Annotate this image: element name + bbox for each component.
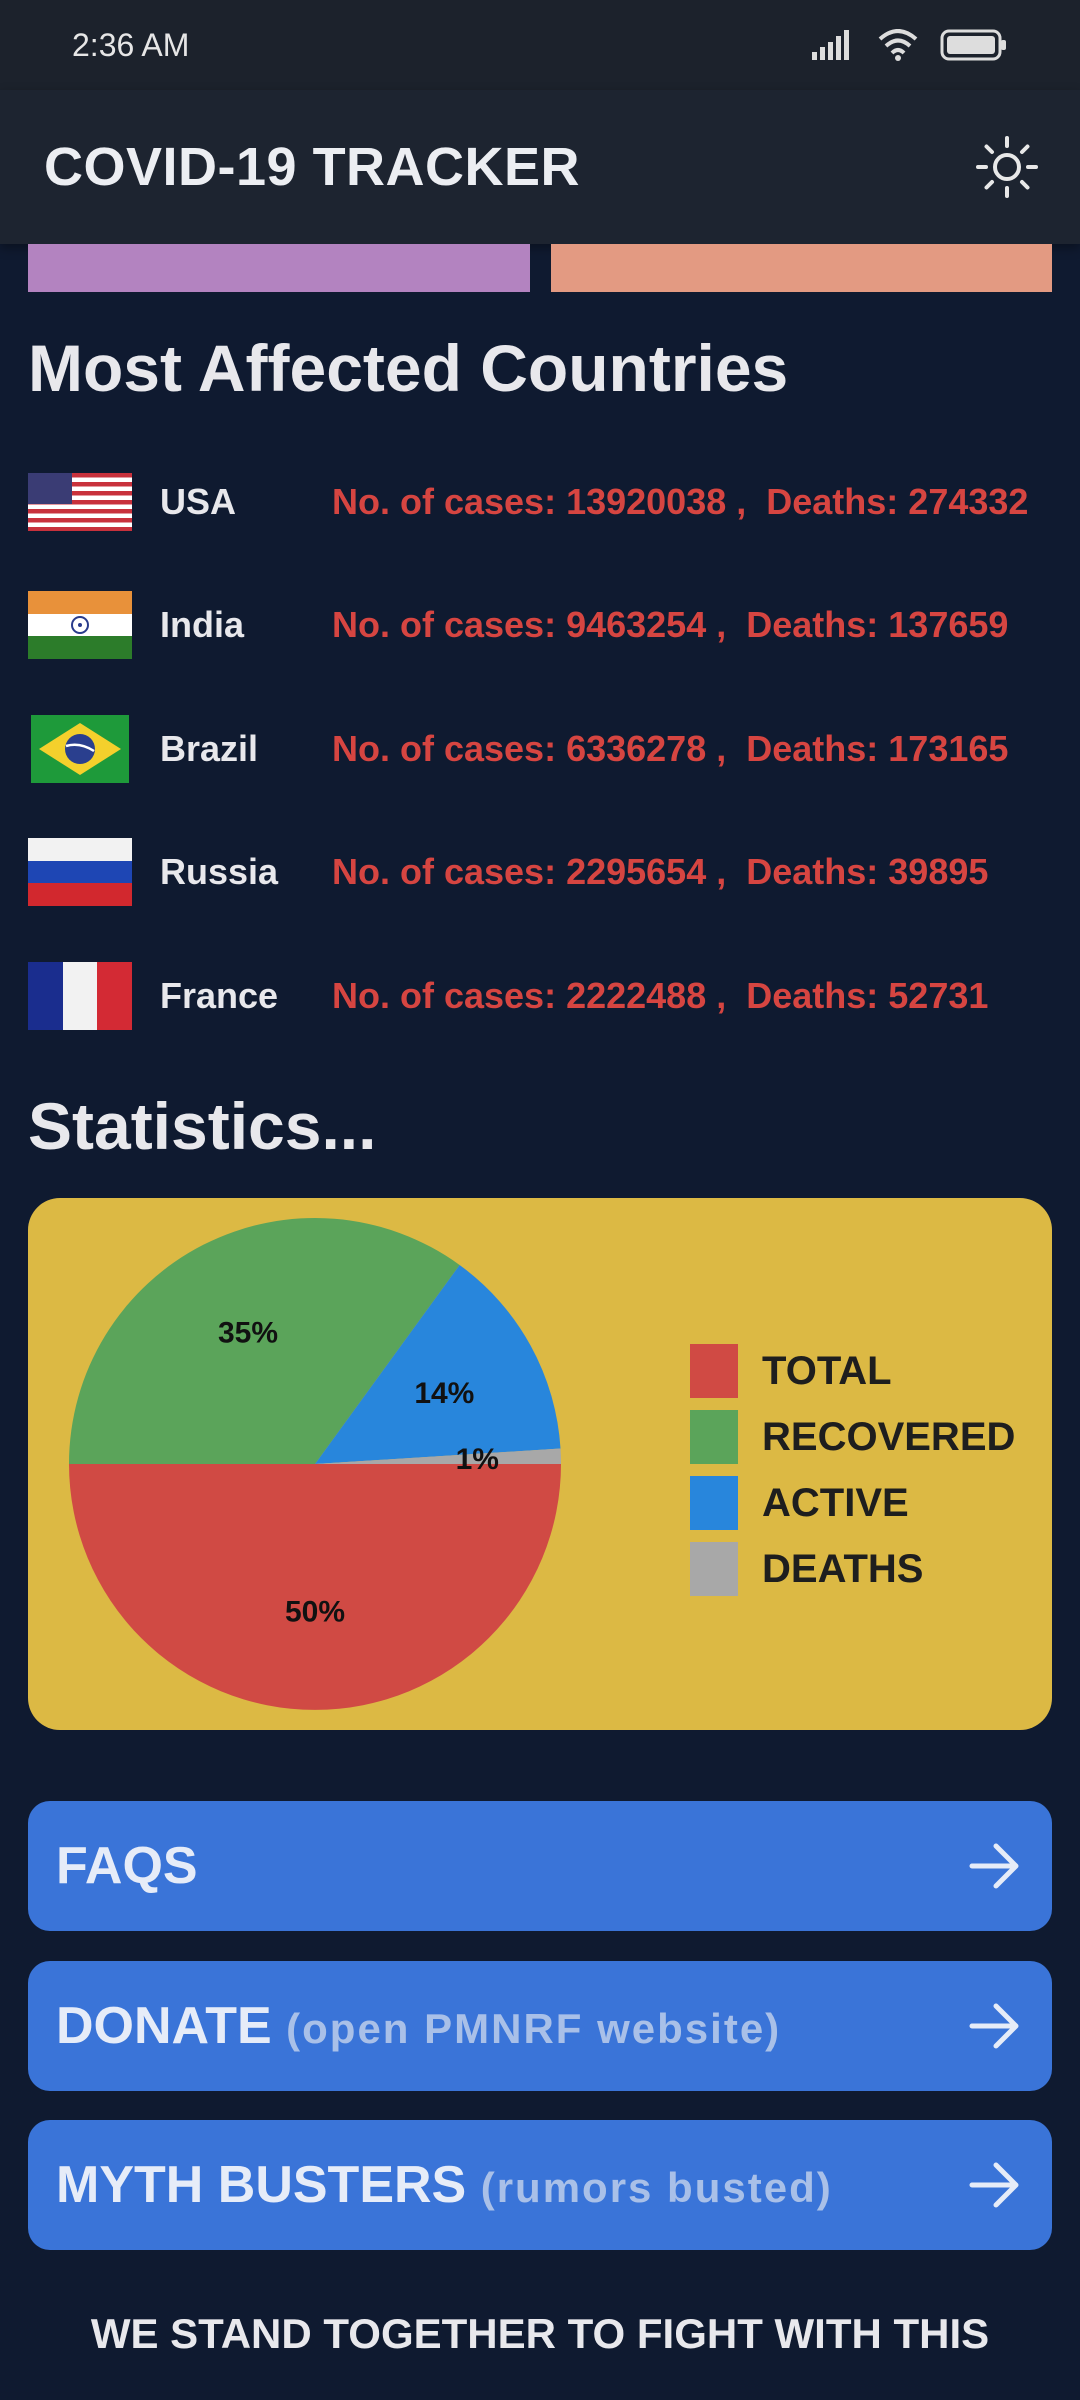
pie-label-recovered: 35% xyxy=(218,1316,278,1349)
country-row-france: France No. of cases: 2222488 , Deaths: 5… xyxy=(28,961,1068,1031)
legend-swatch xyxy=(690,1542,738,1596)
country-stats: No. of cases: 2222488 , Deaths: 52731 xyxy=(332,975,988,1017)
most-affected-title: Most Affected Countries xyxy=(28,331,789,405)
india-flag-icon xyxy=(28,591,132,659)
legend-item-total: TOTAL xyxy=(690,1338,1015,1404)
sun-icon xyxy=(976,136,1038,198)
cases-label: No. of cases: 2295654 , xyxy=(332,851,727,892)
arrow-right-icon xyxy=(969,2003,1019,2049)
app-title: COVID-19 TRACKER xyxy=(44,137,581,197)
wifi-icon xyxy=(878,29,918,61)
russia-flag-icon xyxy=(28,838,132,906)
country-row-russia: Russia No. of cases: 2295654 , Deaths: 3… xyxy=(28,837,1068,907)
country-name: Russia xyxy=(160,851,279,892)
legend-label: TOTAL xyxy=(762,1348,892,1393)
country-name: Brazil xyxy=(160,728,259,769)
legend-label: ACTIVE xyxy=(762,1480,909,1525)
country-name: USA xyxy=(160,481,237,522)
battery-icon xyxy=(940,29,1006,61)
donate-label: DONATE xyxy=(56,1997,272,2055)
pie-slice-active xyxy=(315,1264,561,1464)
footer-slogan: WE STAND TOGETHER TO FIGHT WITH THIS xyxy=(90,2310,990,2357)
cases-label: No. of cases: 13920038 , xyxy=(332,481,747,522)
country-row-india: India No. of cases: 9463254 , Deaths: 13… xyxy=(28,590,1068,660)
deaths-label: Deaths: 137659 xyxy=(746,604,1009,645)
cases-label: No. of cases: 6336278 , xyxy=(332,728,727,769)
deaths-label: Deaths: 173165 xyxy=(746,728,1009,769)
pie-label-total: 50% xyxy=(285,1596,345,1629)
legend-swatch xyxy=(690,1410,738,1464)
legend-label: DEATHS xyxy=(762,1546,924,1591)
cases-label: No. of cases: 2222488 , xyxy=(332,975,727,1016)
deaths-label: Deaths: 52731 xyxy=(746,975,989,1016)
legend-label: RECOVERED xyxy=(762,1414,1016,1459)
country-row-usa: USA No. of cases: 13920038 , Deaths: 274… xyxy=(28,467,1068,537)
myth-busters-label: MYTH BUSTERS xyxy=(56,2156,467,2214)
statistics-title: Statistics... xyxy=(28,1089,377,1163)
faqs-label: FAQS xyxy=(56,1837,198,1895)
pie-label-deaths: 1% xyxy=(456,1443,499,1476)
arrow-right-icon xyxy=(969,1843,1019,1889)
donate-button[interactable]: DONATE (open PMNRF website) xyxy=(28,1961,1052,2091)
pie-chart: 50% 35% 14% 1% xyxy=(69,1218,561,1710)
legend-swatch xyxy=(690,1344,738,1398)
status-bar: 2:36 AM xyxy=(0,0,1080,90)
partial-card-right xyxy=(551,244,1052,292)
usa-flag-icon xyxy=(28,468,132,536)
country-stats: No. of cases: 6336278 , Deaths: 173165 xyxy=(332,728,1008,770)
brazil-flag-icon xyxy=(28,715,132,783)
pie-slice-deaths xyxy=(315,1448,561,1464)
country-stats: No. of cases: 2295654 , Deaths: 39895 xyxy=(332,851,988,893)
faqs-button[interactable]: FAQS xyxy=(28,1801,1052,1931)
country-name: India xyxy=(160,604,245,645)
legend-swatch xyxy=(690,1476,738,1530)
pie-label-active: 14% xyxy=(414,1377,474,1410)
myth-busters-button[interactable]: MYTH BUSTERS (rumors busted) xyxy=(28,2120,1052,2250)
app-bar: COVID-19 TRACKER xyxy=(0,90,1080,244)
france-flag-icon xyxy=(28,962,132,1030)
legend-item-active: ACTIVE xyxy=(690,1470,1015,1536)
myth-busters-sub-label: (rumors busted) xyxy=(480,2164,833,2211)
partial-card-left xyxy=(28,244,530,292)
pie-slice-recovered xyxy=(69,1218,460,1464)
legend-item-recovered: RECOVERED xyxy=(690,1404,1015,1470)
deaths-label: Deaths: 274332 xyxy=(766,481,1029,522)
arrow-right-icon xyxy=(969,2162,1019,2208)
deaths-label: Deaths: 39895 xyxy=(746,851,989,892)
legend-item-deaths: DEATHS xyxy=(690,1536,1015,1602)
statistics-chart-card: 50% 35% 14% 1% TOTAL RECOVERED ACTIVE DEATHS xyxy=(28,1198,1052,1730)
pie-slice-total xyxy=(69,1464,561,1710)
status-icons xyxy=(812,29,1008,61)
theme-toggle-button[interactable] xyxy=(972,132,1042,202)
country-row-brazil: Brazil No. of cases: 6336278 , Deaths: 1… xyxy=(28,714,1068,784)
country-stats: No. of cases: 9463254 , Deaths: 137659 xyxy=(332,604,1008,646)
status-time: 2:36 AM xyxy=(72,26,190,63)
cases-label: No. of cases: 9463254 , xyxy=(332,604,727,645)
chart-legend: TOTAL RECOVERED ACTIVE DEATHS xyxy=(690,1338,1015,1602)
country-name: France xyxy=(160,975,279,1016)
donate-sub-label: (open PMNRF website) xyxy=(286,2005,782,2052)
signal-icon xyxy=(812,30,849,60)
country-stats: No. of cases: 13920038 , Deaths: 274332 xyxy=(332,481,1028,523)
